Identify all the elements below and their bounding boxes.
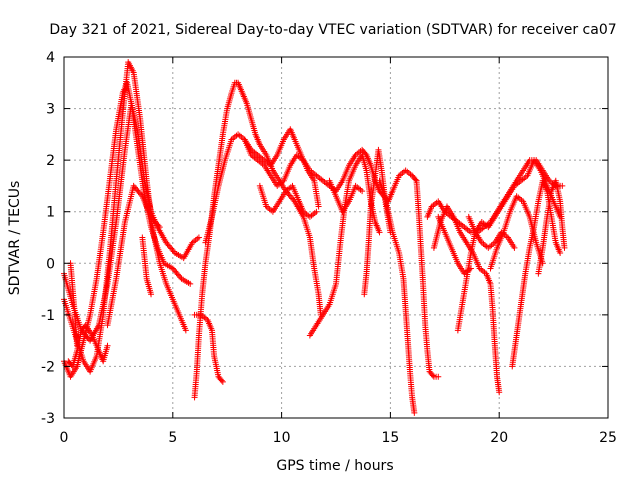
axis-ticks: 0 5 10 15 20 25 -3 -2 -1 0 1 2 3 4 <box>41 50 617 446</box>
data-point <box>559 182 566 189</box>
data-point <box>467 265 474 272</box>
y-tick-label: 4 <box>46 50 55 66</box>
series-sat-d <box>65 322 111 370</box>
x-tick-label: 25 <box>599 430 617 446</box>
series-sat-m <box>306 151 383 339</box>
x-axis-title: GPS time / hours <box>276 458 393 474</box>
series-sat-x <box>487 193 546 272</box>
series-sat-v <box>509 177 564 370</box>
data-point <box>138 191 145 198</box>
y-tick-label: 0 <box>46 256 55 272</box>
data-point <box>511 244 518 251</box>
x-tick-label: 10 <box>273 430 291 446</box>
data-point <box>315 203 322 210</box>
data-point <box>177 274 184 281</box>
data-point <box>170 248 177 255</box>
y-axis-title: SDTVAR / TECUs <box>7 181 23 296</box>
x-tick-label: 0 <box>60 430 69 446</box>
data-point <box>362 150 369 157</box>
data-point <box>187 280 194 287</box>
data-point <box>435 373 442 380</box>
y-tick-label: -1 <box>41 308 55 324</box>
data-point <box>539 260 546 267</box>
series-sat-y <box>435 213 474 277</box>
data-point <box>156 224 163 231</box>
y-tick-label: -3 <box>41 411 55 427</box>
data-point <box>496 389 503 396</box>
series-sat-q <box>413 177 442 380</box>
series-sat-f <box>104 182 163 329</box>
grid <box>64 57 608 418</box>
y-tick-label: 2 <box>46 153 55 169</box>
series-sat-w <box>535 177 568 277</box>
data-point <box>376 229 383 236</box>
data-point <box>74 342 81 349</box>
y-tick-label: -2 <box>41 359 55 375</box>
series-sat-g <box>139 234 155 298</box>
data-point <box>412 176 419 183</box>
series-sat-p <box>376 177 418 416</box>
series-sat-e <box>67 260 81 349</box>
data-point <box>429 372 436 379</box>
plot-frame <box>63 56 609 419</box>
x-tick-label: 5 <box>168 430 177 446</box>
data-point <box>359 188 366 195</box>
data-point <box>148 291 155 298</box>
series-sat-l <box>241 126 322 210</box>
data-point <box>411 409 418 416</box>
x-tick-label: 20 <box>490 430 508 446</box>
x-tick-label: 15 <box>381 430 399 446</box>
chart-title: Day 321 of 2021, Sidereal Day-to-day VTE… <box>49 22 616 38</box>
data-point <box>313 208 320 215</box>
data-point <box>182 327 189 334</box>
series-sat-u <box>465 213 518 251</box>
series-sat-t <box>454 157 564 334</box>
data-point <box>557 249 564 256</box>
data-point <box>195 234 202 241</box>
series-sat-k <box>256 182 320 220</box>
data-point <box>219 378 226 385</box>
series-sat-s <box>430 203 503 396</box>
data-point <box>155 222 162 229</box>
y-tick-label: 3 <box>46 102 55 118</box>
series-sat-n <box>326 177 366 215</box>
data-point <box>218 377 225 384</box>
data-point <box>561 244 568 251</box>
y-tick-label: 1 <box>46 205 55 221</box>
data-point <box>104 342 111 349</box>
data-points <box>61 59 568 416</box>
